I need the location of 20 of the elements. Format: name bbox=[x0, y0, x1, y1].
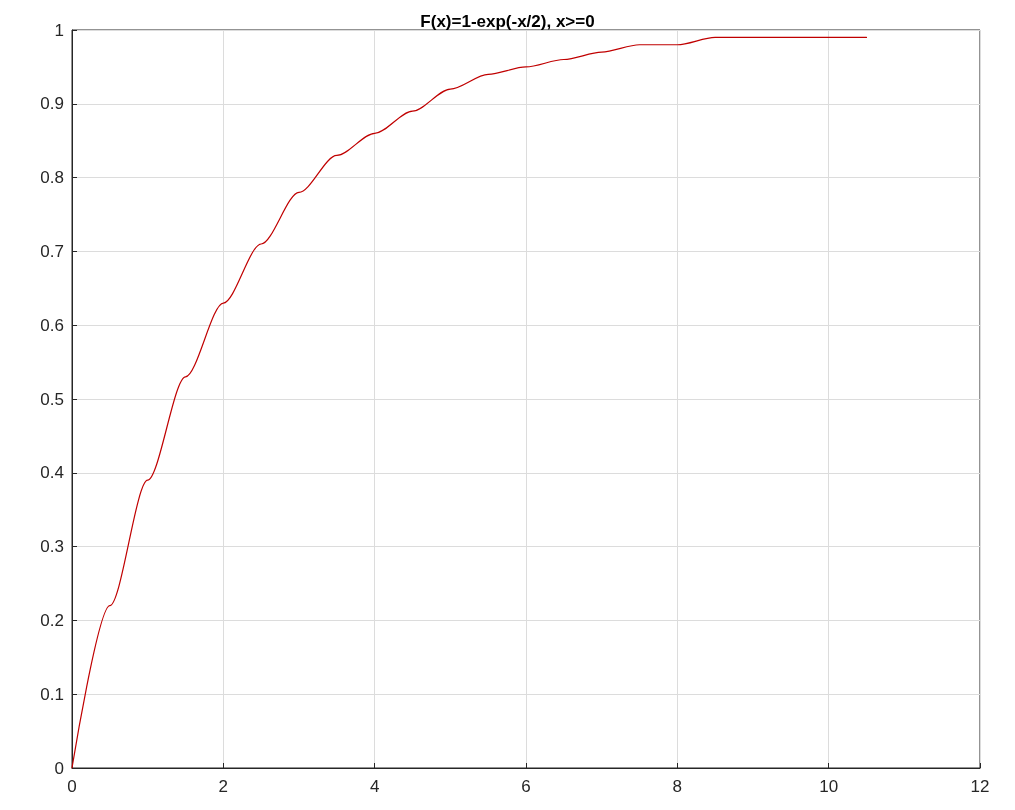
y-tick-label: 0.3 bbox=[40, 537, 64, 557]
y-tick-label: 0.9 bbox=[40, 94, 64, 114]
y-tick-label: 0.8 bbox=[40, 168, 64, 188]
y-tick-label: 0.2 bbox=[40, 610, 64, 630]
y-tick-label: 0.5 bbox=[40, 389, 64, 409]
line-series bbox=[71, 36, 868, 769]
y-tick-label: 0.1 bbox=[40, 684, 64, 704]
x-tick-label: 10 bbox=[819, 777, 839, 796]
x-tick-label: 8 bbox=[672, 777, 683, 796]
y-tick-label: 1 bbox=[54, 20, 64, 40]
y-tick-label: 0.7 bbox=[40, 241, 64, 261]
x-tick-label: 6 bbox=[521, 777, 531, 796]
y-tick-label: 0.4 bbox=[40, 463, 64, 483]
y-tick-label: 0.6 bbox=[40, 315, 64, 335]
chart-title: F(x)=1-exp(-x/2), x>=0 bbox=[420, 12, 595, 31]
x-tick-label: 2 bbox=[218, 777, 229, 796]
y-tick-label: 0 bbox=[54, 758, 64, 778]
x-tick-label: 0 bbox=[67, 777, 77, 796]
x-tick-label: 12 bbox=[970, 777, 990, 796]
x-tick-label: 4 bbox=[369, 777, 380, 796]
